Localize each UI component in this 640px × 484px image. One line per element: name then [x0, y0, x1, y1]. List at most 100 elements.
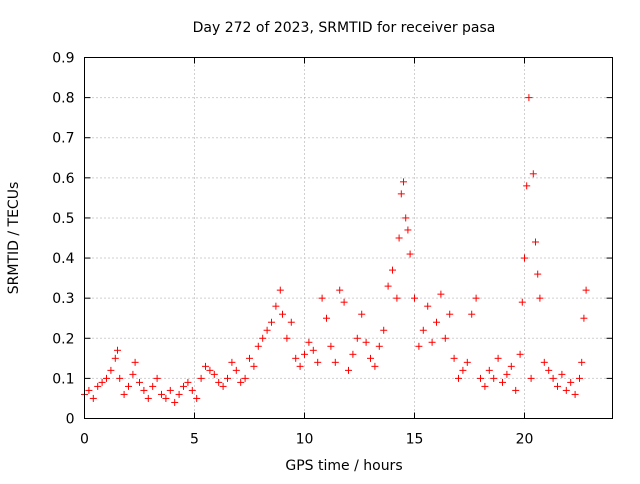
data-point: [512, 386, 520, 394]
axis-ticks: [84, 57, 613, 419]
data-point: [301, 350, 308, 358]
y-tick-label: 0.3: [52, 291, 74, 307]
data-point: [149, 382, 157, 390]
data-point: [580, 314, 588, 322]
data-point: [468, 310, 476, 318]
data-point: [340, 298, 348, 306]
axis-tick-labels: 0 0.1 0.2 0.3 0.4 0.5 0.6 0.7 0.8 0.9 0 5 10 15 20: [52, 51, 533, 448]
y-tick-label: 0.9: [52, 51, 74, 67]
data-point: [94, 382, 102, 390]
data-point: [144, 394, 152, 402]
data-point: [241, 374, 249, 382]
data-point: [459, 366, 467, 374]
data-point: [402, 214, 410, 222]
data-point: [540, 358, 548, 366]
data-point: [576, 374, 583, 382]
data-point: [549, 374, 557, 382]
data-point: [180, 382, 187, 390]
data-point: [532, 238, 539, 246]
data-point: [206, 366, 214, 374]
grid: [84, 57, 613, 419]
y-tick-label: 0.4: [52, 251, 74, 267]
data-point: [518, 298, 526, 306]
data-point: [193, 394, 201, 402]
x-tick-label: 0: [80, 432, 89, 448]
y-tick-label: 0.1: [52, 371, 74, 387]
data-point: [529, 170, 537, 178]
y-tick-label: 0.5: [52, 211, 74, 227]
data-point: [567, 378, 575, 386]
data-point: [424, 302, 432, 310]
data-point: [367, 354, 374, 362]
data-point: [428, 338, 436, 346]
data-point: [116, 374, 124, 382]
data-point: [441, 334, 449, 342]
data-point: [276, 286, 284, 294]
data-point: [210, 370, 218, 378]
data-point: [184, 378, 192, 386]
x-axis-label: GPS time / hours: [285, 458, 402, 474]
data-point: [202, 362, 209, 370]
data-point: [336, 286, 344, 294]
data-point: [404, 226, 412, 234]
data-point: [516, 350, 524, 358]
data-point: [411, 294, 418, 302]
data-point: [224, 374, 231, 382]
data-point: [582, 286, 590, 294]
data-point: [250, 362, 258, 370]
data-point: [380, 326, 388, 334]
data-point: [246, 354, 253, 362]
data-point: [345, 366, 352, 374]
data-point: [292, 354, 300, 362]
data-point: [166, 386, 174, 394]
data-point: [215, 378, 223, 386]
data-point: [389, 266, 396, 274]
y-tick-label: 0.6: [52, 171, 74, 187]
data-point: [446, 310, 454, 318]
data-point: [554, 382, 561, 390]
data-point: [305, 338, 313, 346]
data-point: [419, 326, 427, 334]
data-point: [171, 398, 179, 406]
data-point: [287, 318, 295, 326]
data-point: [129, 370, 137, 378]
data-point: [125, 382, 132, 390]
data-point: [219, 382, 227, 390]
data-point: [323, 314, 330, 322]
data-point: [279, 310, 286, 318]
data-point: [485, 366, 493, 374]
data-point: [263, 326, 271, 334]
data-point: [393, 294, 401, 302]
data-point: [131, 358, 139, 366]
data-point: [175, 390, 183, 398]
y-tick-label: 0.2: [52, 331, 74, 347]
data-point: [107, 366, 115, 374]
data-point: [578, 358, 586, 366]
data-point: [349, 350, 357, 358]
data-point: [463, 358, 471, 366]
data-point: [197, 374, 205, 382]
data-point: [327, 342, 335, 350]
data-point: [375, 342, 383, 350]
data-point: [490, 374, 498, 382]
y-tick-label: 0.8: [52, 91, 74, 107]
data-point: [272, 302, 280, 310]
data-point: [397, 190, 405, 198]
x-tick-label: 15: [406, 432, 424, 448]
data-point: [136, 378, 143, 386]
chart-title: Day 272 of 2023, SRMTID for receiver pas…: [193, 20, 496, 36]
data-point: [85, 386, 93, 394]
data-point: [114, 346, 121, 354]
data-point: [499, 378, 506, 386]
data-point: [525, 94, 533, 102]
data-point: [450, 354, 458, 362]
data-point: [406, 250, 414, 258]
data-point: [494, 354, 502, 362]
data-point: [503, 370, 511, 378]
data-point: [527, 374, 535, 382]
data-point: [331, 358, 339, 366]
plot-frame: [84, 57, 613, 419]
data-point: [523, 182, 531, 190]
